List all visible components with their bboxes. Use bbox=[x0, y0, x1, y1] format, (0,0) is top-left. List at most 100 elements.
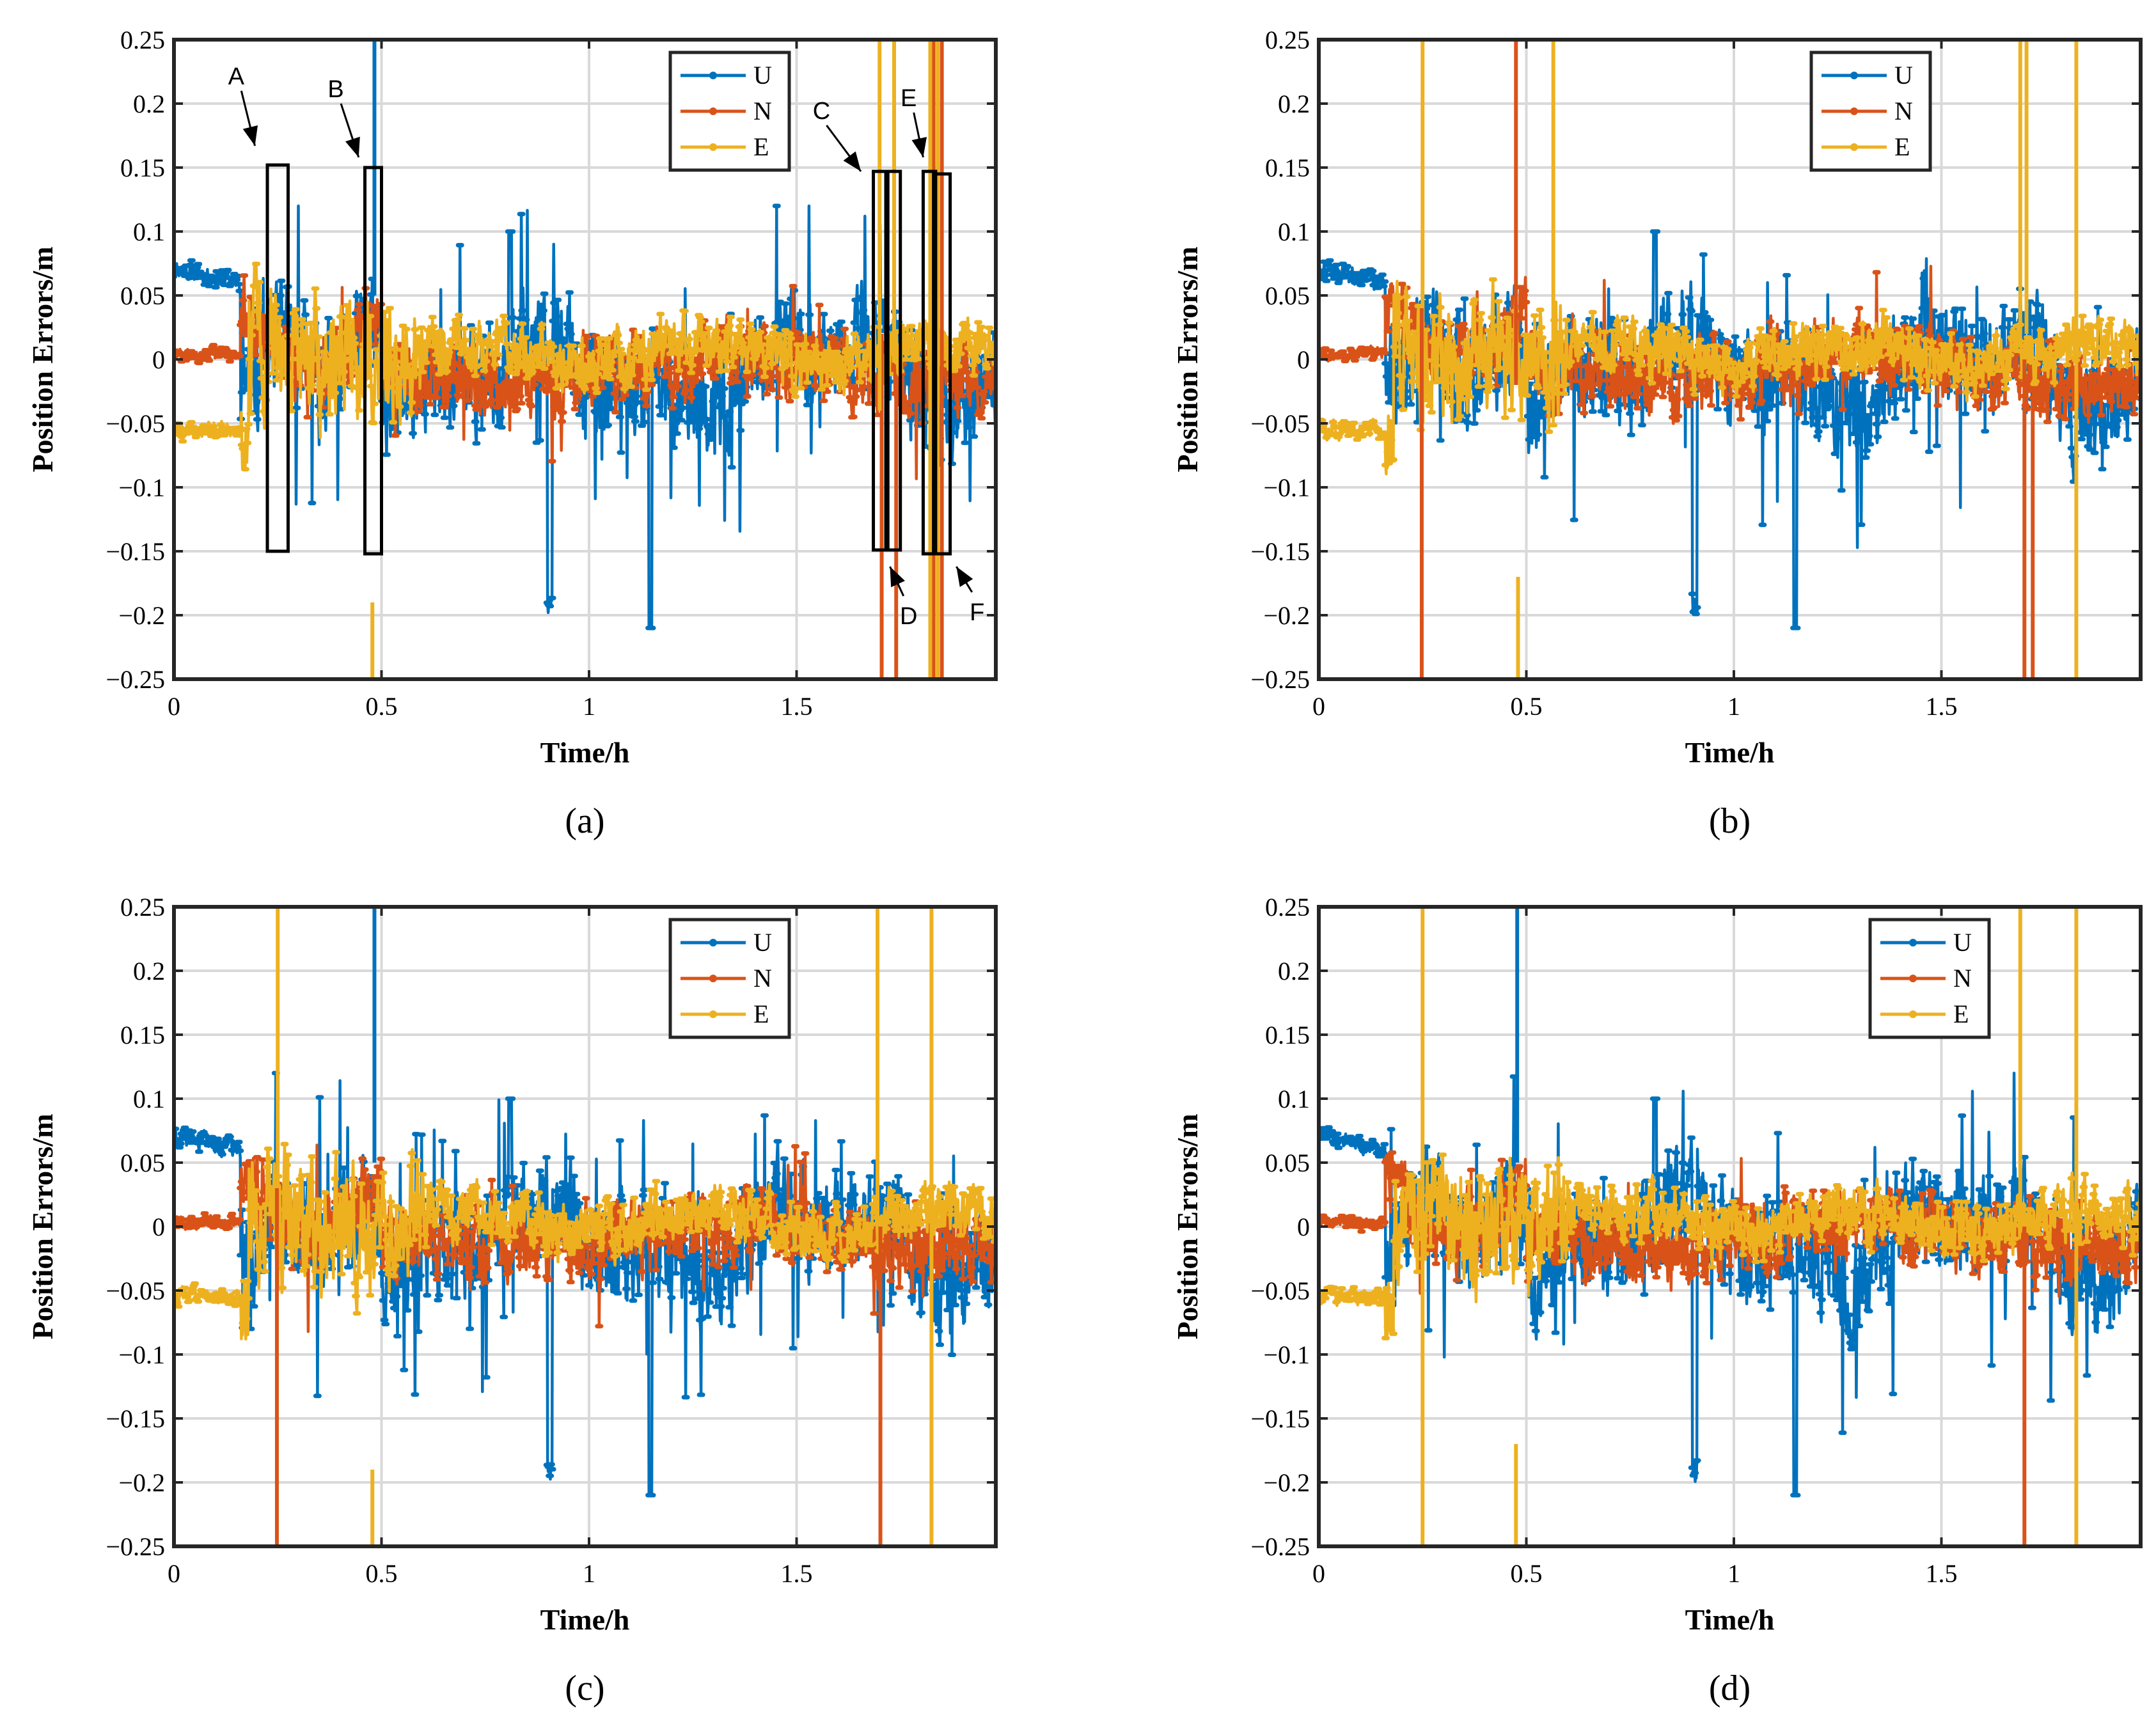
annotation-label: D bbox=[900, 603, 917, 630]
xtick-label: 0 bbox=[1312, 1559, 1325, 1588]
ytick-label: 0.1 bbox=[1278, 1085, 1310, 1113]
legend: UNE bbox=[668, 918, 791, 1039]
panel-label: (c) bbox=[565, 1668, 604, 1708]
series-group bbox=[1319, 907, 2141, 1546]
chart-d: 0.25 0.2 0.15 0.1 0.05 0 −0.05 −0.1 −0.15 −0.2 −0.… bbox=[1171, 893, 2143, 1708]
xtick-label: 0 bbox=[168, 1559, 180, 1588]
ytick-label: 0.15 bbox=[1265, 1021, 1310, 1049]
legend-label-E: E bbox=[753, 132, 769, 161]
highlight-box bbox=[363, 166, 383, 556]
chart-b: 0.25 0.2 0.15 0.1 0.05 0 −0.05 −0.1 −0.15 −0.2 −0.… bbox=[1171, 26, 2143, 841]
ytick-label: 0 bbox=[1297, 1213, 1310, 1241]
annotation-arrowhead bbox=[242, 125, 258, 146]
xtick-label: 0.5 bbox=[365, 1559, 397, 1588]
legend-label-N: N bbox=[1953, 964, 1972, 993]
annotation-label: F bbox=[970, 599, 984, 626]
legend-marker-E bbox=[709, 143, 717, 151]
series-markers-E bbox=[174, 1142, 996, 1326]
ytick-label: −0.1 bbox=[118, 1340, 165, 1369]
panel-label: (a) bbox=[565, 801, 604, 841]
highlight-box bbox=[921, 169, 938, 556]
xtick-label: 1 bbox=[1727, 1559, 1740, 1588]
annotation-label: A bbox=[228, 63, 245, 90]
y-axis-label: Position Errors/m bbox=[1171, 246, 1204, 472]
ytick-label: −0.25 bbox=[106, 1532, 165, 1561]
annotation-arrowhead bbox=[843, 151, 862, 171]
ytick-label: −0.05 bbox=[1250, 1276, 1310, 1305]
ytick-label: −0.15 bbox=[1250, 537, 1310, 566]
chart-c: 0.25 0.2 0.15 0.1 0.05 0 −0.05 −0.1 −0.15 −0.2 −0.… bbox=[26, 893, 998, 1708]
legend: UNE bbox=[1868, 918, 1991, 1039]
highlight-box bbox=[884, 169, 902, 552]
ytick-label: 0.2 bbox=[1278, 957, 1310, 985]
legend-marker-U bbox=[709, 939, 717, 946]
legend-marker-E bbox=[1850, 143, 1858, 151]
annotation-arrowhead bbox=[890, 567, 905, 588]
ytick-label: 0 bbox=[152, 1213, 165, 1241]
ytick-label: 0.25 bbox=[120, 893, 165, 922]
ytick-label: −0.15 bbox=[106, 1404, 165, 1433]
legend-label-N: N bbox=[1894, 97, 1913, 125]
xtick-label: 0.5 bbox=[1510, 692, 1542, 721]
ytick-label: −0.2 bbox=[1263, 1468, 1310, 1497]
legend-label-N: N bbox=[753, 97, 772, 125]
highlight-box bbox=[265, 163, 290, 553]
ytick-label: −0.2 bbox=[118, 1468, 165, 1497]
xtick-label: 0.5 bbox=[1510, 1559, 1542, 1588]
annotation-arrowhead bbox=[911, 137, 927, 157]
legend-marker-U bbox=[709, 72, 717, 79]
ytick-label: 0.1 bbox=[1278, 217, 1310, 246]
ytick-label: 0.05 bbox=[1265, 281, 1310, 310]
xtick-label: 1.5 bbox=[1925, 692, 1957, 721]
series-group bbox=[174, 40, 996, 679]
series-markers-E bbox=[1319, 277, 2141, 467]
y-axis-label: Position Errors/m bbox=[1171, 1113, 1204, 1339]
ytick-label: −0.05 bbox=[106, 1276, 165, 1305]
xtick-label: 1.5 bbox=[780, 1559, 812, 1588]
annotation-label: C bbox=[813, 98, 830, 125]
ytick-label: 0.1 bbox=[133, 1085, 165, 1113]
legend: UNE bbox=[1809, 51, 1932, 172]
ytick-label: 0.2 bbox=[133, 957, 165, 985]
series-group bbox=[1319, 40, 2141, 679]
legend-marker-U bbox=[1850, 72, 1858, 79]
panel-label: (d) bbox=[1709, 1668, 1751, 1708]
xtick-label: 0.5 bbox=[365, 692, 397, 721]
ytick-label: 0.05 bbox=[120, 281, 165, 310]
legend-marker-N bbox=[1850, 107, 1858, 115]
xtick-label: 1.5 bbox=[780, 692, 812, 721]
xtick-label: 1 bbox=[583, 692, 595, 721]
ytick-label: −0.15 bbox=[106, 537, 165, 566]
ytick-label: 0.05 bbox=[1265, 1149, 1310, 1177]
legend-label-N: N bbox=[753, 964, 772, 993]
xtick-label: 0 bbox=[168, 692, 180, 721]
legend-marker-N bbox=[709, 107, 717, 115]
ytick-label: −0.1 bbox=[1263, 1340, 1310, 1369]
ytick-label: 0.15 bbox=[1265, 153, 1310, 182]
panel-label: (b) bbox=[1709, 801, 1751, 841]
ytick-label: 0.2 bbox=[1278, 90, 1310, 118]
legend-marker-U bbox=[1909, 939, 1917, 946]
legend-label-U: U bbox=[753, 61, 772, 90]
legend-label-U: U bbox=[753, 928, 772, 957]
legend-label-U: U bbox=[1953, 928, 1972, 957]
ytick-label: −0.05 bbox=[1250, 409, 1310, 438]
chart-a: 0.25 0.2 0.15 0.1 0.05 0 −0.05 −0.1 −0.15 −0.2 −0.… bbox=[26, 26, 998, 841]
ytick-label: 0.05 bbox=[120, 1149, 165, 1177]
x-axis-label: Time/h bbox=[540, 1603, 630, 1636]
ytick-label: −0.25 bbox=[1250, 665, 1310, 694]
x-axis-label: Time/h bbox=[540, 736, 630, 769]
series-group bbox=[174, 907, 996, 1546]
highlight-box bbox=[872, 169, 890, 552]
legend-label-E: E bbox=[1953, 1000, 1969, 1028]
ytick-label: −0.2 bbox=[118, 601, 165, 630]
legend-label-E: E bbox=[753, 1000, 769, 1028]
ytick-label: 0.2 bbox=[133, 90, 165, 118]
legend-label-E: E bbox=[1894, 132, 1910, 161]
ytick-label: 0.15 bbox=[120, 153, 165, 182]
ytick-label: −0.1 bbox=[118, 473, 165, 502]
xtick-label: 1.5 bbox=[1925, 1559, 1957, 1588]
xtick-label: 1 bbox=[583, 1559, 595, 1588]
highlight-box bbox=[932, 172, 952, 556]
